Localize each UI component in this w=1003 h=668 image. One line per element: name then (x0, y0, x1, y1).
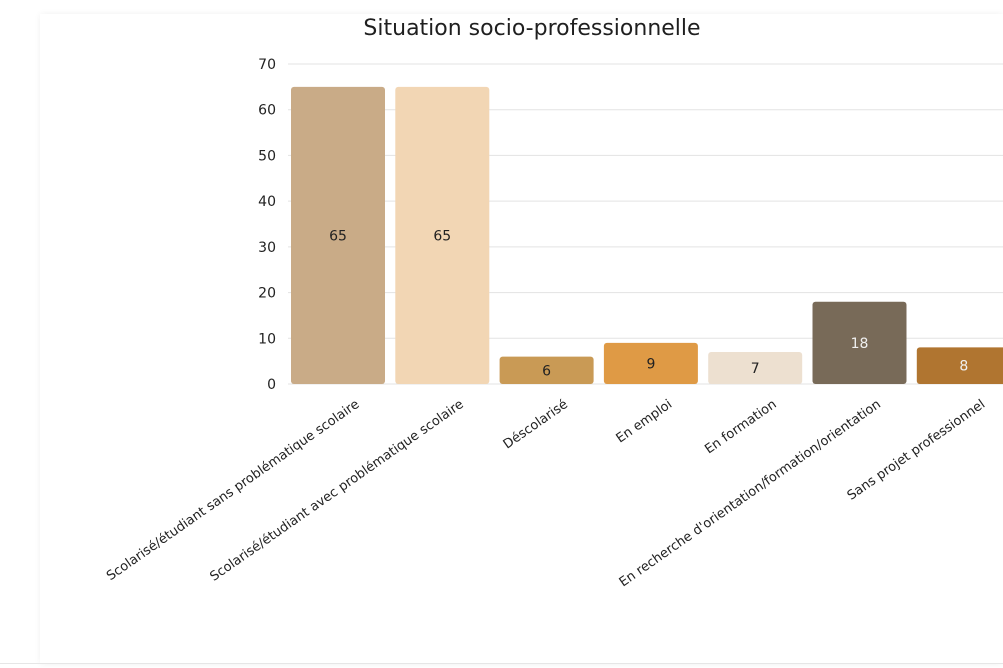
chart-title: Situation socio-professionnelle (363, 16, 700, 41)
bar (916, 347, 1003, 384)
x-axis: Scolarisé/étudiant sans problématique sc… (104, 397, 988, 590)
data-label: 9 (646, 356, 655, 372)
x-tick-label: En emploi (614, 397, 676, 446)
data-label: 18 (851, 336, 869, 352)
data-label: 65 (433, 228, 451, 244)
data-label: 65 (329, 228, 347, 244)
bar (708, 352, 803, 384)
data-label: 7 (751, 361, 760, 377)
x-tick-label: En formation (702, 397, 779, 457)
bar (291, 86, 385, 384)
bottom-divider (0, 663, 1003, 664)
y-axis: 0 10 20 30 40 50 60 70 (258, 57, 276, 393)
bar (603, 342, 698, 384)
y-tick-label: 50 (258, 148, 276, 164)
y-tick-label: 20 (258, 286, 276, 302)
bar (395, 86, 490, 384)
bar (499, 356, 594, 384)
y-tick-label: 70 (258, 57, 276, 73)
bar (812, 301, 907, 384)
bars (291, 86, 1003, 384)
value-labels: 65 65 6 9 7 18 8 (329, 228, 968, 379)
x-tick-label: Déscolarisé (501, 397, 571, 452)
data-label: 8 (959, 359, 968, 375)
y-tick-label: 30 (258, 240, 276, 256)
data-label: 6 (542, 363, 551, 379)
y-tick-label: 60 (258, 103, 276, 119)
y-tick-label: 40 (258, 194, 276, 210)
y-tick-label: 10 (258, 331, 276, 347)
y-tick-label: 0 (267, 377, 276, 393)
